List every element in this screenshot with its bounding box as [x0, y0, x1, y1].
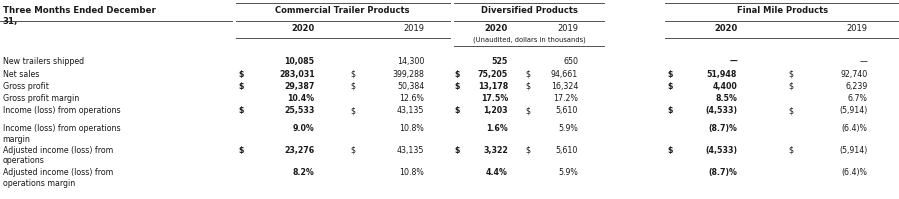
Text: $: $	[238, 146, 244, 155]
Text: Final Mile Products: Final Mile Products	[737, 6, 829, 16]
Text: 17.2%: 17.2%	[553, 94, 578, 103]
Text: 50,384: 50,384	[397, 82, 424, 91]
Text: 94,661: 94,661	[551, 70, 578, 79]
Text: 12.6%: 12.6%	[399, 94, 424, 103]
Text: $: $	[525, 82, 530, 91]
Text: 10.8%: 10.8%	[399, 124, 424, 133]
Text: —: —	[729, 57, 737, 66]
Text: 43,135: 43,135	[397, 106, 424, 115]
Text: (5,914): (5,914)	[840, 146, 868, 155]
Text: $: $	[238, 106, 244, 115]
Text: 9.0%: 9.0%	[293, 124, 315, 133]
Text: $: $	[238, 70, 244, 79]
Text: Gross profit margin: Gross profit margin	[3, 94, 79, 103]
Text: 23,276: 23,276	[284, 146, 315, 155]
Text: $: $	[667, 106, 672, 115]
Text: New trailers shipped: New trailers shipped	[3, 57, 84, 66]
Text: $: $	[350, 106, 355, 115]
Text: $: $	[238, 82, 244, 91]
Text: 283,031: 283,031	[279, 70, 315, 79]
Text: $: $	[455, 70, 460, 79]
Text: 29,387: 29,387	[284, 82, 315, 91]
Text: 2019: 2019	[847, 24, 868, 33]
Text: 2019: 2019	[404, 24, 424, 33]
Text: 5.9%: 5.9%	[558, 124, 578, 133]
Text: 1,203: 1,203	[484, 106, 508, 115]
Text: Three Months Ended December
31,: Three Months Ended December 31,	[3, 6, 156, 26]
Text: $: $	[525, 106, 530, 115]
Text: Gross profit: Gross profit	[3, 82, 49, 91]
Text: 6.7%: 6.7%	[848, 94, 868, 103]
Text: $: $	[667, 82, 672, 91]
Text: 17.5%: 17.5%	[481, 94, 508, 103]
Text: Income (loss) from operations
margin: Income (loss) from operations margin	[3, 124, 120, 144]
Text: 25,533: 25,533	[284, 106, 315, 115]
Text: $: $	[525, 146, 530, 155]
Text: 13,178: 13,178	[477, 82, 508, 91]
Text: 6,239: 6,239	[845, 82, 868, 91]
Text: (5,914): (5,914)	[840, 106, 868, 115]
Text: 2020: 2020	[485, 24, 508, 33]
Text: $: $	[455, 146, 460, 155]
Text: 5.9%: 5.9%	[558, 168, 578, 177]
Text: 92,740: 92,740	[841, 70, 868, 79]
Text: 5,610: 5,610	[556, 146, 578, 155]
Text: Adjusted income (loss) from
operations: Adjusted income (loss) from operations	[3, 146, 113, 165]
Text: $: $	[788, 70, 794, 79]
Text: 525: 525	[492, 57, 508, 66]
Text: (8.7)%: (8.7)%	[708, 124, 737, 133]
Text: $: $	[525, 70, 530, 79]
Text: Commercial Trailer Products: Commercial Trailer Products	[275, 6, 410, 16]
Text: $: $	[455, 82, 460, 91]
Text: 2020: 2020	[291, 24, 315, 33]
Text: 4,400: 4,400	[712, 82, 737, 91]
Text: $: $	[350, 82, 355, 91]
Text: $: $	[350, 70, 355, 79]
Text: $: $	[455, 106, 460, 115]
Text: 8.2%: 8.2%	[293, 168, 315, 177]
Text: Net sales: Net sales	[3, 70, 39, 79]
Text: Income (loss) from operations: Income (loss) from operations	[3, 106, 120, 115]
Text: 399,288: 399,288	[393, 70, 424, 79]
Text: 2020: 2020	[714, 24, 737, 33]
Text: 4.4%: 4.4%	[486, 168, 508, 177]
Text: (6.4)%: (6.4)%	[841, 124, 868, 133]
Text: 2019: 2019	[557, 24, 578, 33]
Text: 43,135: 43,135	[397, 146, 424, 155]
Text: (6.4)%: (6.4)%	[841, 168, 868, 177]
Text: $: $	[788, 106, 794, 115]
Text: $: $	[788, 82, 794, 91]
Text: 650: 650	[563, 57, 578, 66]
Text: 10.8%: 10.8%	[399, 168, 424, 177]
Text: 10,085: 10,085	[284, 57, 315, 66]
Text: $: $	[788, 146, 794, 155]
Text: (4,533): (4,533)	[705, 106, 737, 115]
Text: —: —	[859, 57, 868, 66]
Text: 14,300: 14,300	[397, 57, 424, 66]
Text: 75,205: 75,205	[477, 70, 508, 79]
Text: (Unaudited, dollars in thousands): (Unaudited, dollars in thousands)	[473, 37, 586, 43]
Text: 3,322: 3,322	[483, 146, 508, 155]
Text: 8.5%: 8.5%	[716, 94, 737, 103]
Text: 1.6%: 1.6%	[486, 124, 508, 133]
Text: 10.4%: 10.4%	[288, 94, 315, 103]
Text: $: $	[350, 146, 355, 155]
Text: 51,948: 51,948	[707, 70, 737, 79]
Text: (8.7)%: (8.7)%	[708, 168, 737, 177]
Text: (4,533): (4,533)	[705, 146, 737, 155]
Text: Diversified Products: Diversified Products	[481, 6, 578, 16]
Text: 5,610: 5,610	[556, 106, 578, 115]
Text: $: $	[667, 146, 672, 155]
Text: $: $	[667, 70, 672, 79]
Text: 16,324: 16,324	[551, 82, 578, 91]
Text: Adjusted income (loss) from
operations margin: Adjusted income (loss) from operations m…	[3, 168, 113, 188]
